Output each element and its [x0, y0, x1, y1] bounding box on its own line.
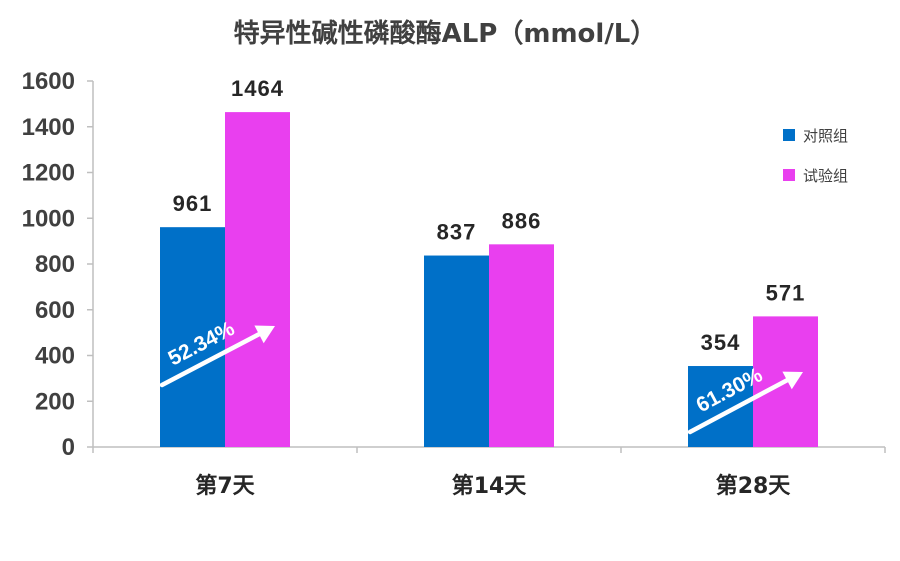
- data-label: 961: [173, 191, 213, 216]
- data-labels: 961 1464 837 886 354 571: [173, 76, 806, 355]
- x-tick-label: 第7天: [195, 473, 255, 499]
- legend-swatch: [783, 169, 795, 181]
- bar: [424, 255, 489, 447]
- y-tick-label: 1200: [22, 160, 75, 187]
- data-label: 571: [766, 280, 806, 305]
- data-label: 1464: [231, 76, 284, 101]
- y-tick-label: 800: [35, 251, 75, 278]
- bar: [225, 112, 290, 448]
- y-tick-label: 600: [35, 297, 75, 324]
- data-label: 886: [502, 208, 542, 233]
- y-tick-label: 1000: [22, 205, 75, 232]
- y-tick-label: 0: [62, 434, 75, 461]
- x-tick-label: 第14天: [452, 473, 528, 499]
- y-tick-label: 1600: [22, 68, 75, 95]
- chart-axes: 0 200 400 600 800 1000 1200 1400 1600 第7天 第14天 第28天: [22, 68, 886, 499]
- arrow-up-right-icon: [159, 325, 275, 388]
- bar: [160, 227, 225, 447]
- x-tick-label: 第28天: [716, 473, 792, 499]
- data-label: 354: [701, 330, 741, 355]
- legend-label: 试验组: [803, 167, 848, 185]
- arrow-up-right-icon: [687, 371, 803, 435]
- chart-bars: [160, 112, 818, 448]
- legend-swatch: [783, 129, 795, 141]
- arrow-head: [254, 325, 275, 344]
- data-label: 837: [437, 220, 477, 245]
- arrow-shaft: [687, 373, 798, 435]
- arrow-shaft: [159, 327, 270, 388]
- y-tick-label: 400: [35, 343, 75, 370]
- bar: [489, 244, 554, 447]
- y-tick-label: 1400: [22, 114, 75, 141]
- arrow-head: [782, 371, 803, 390]
- chart-title: 特异性碱性磷酸酶ALP（mmol/L）: [234, 18, 657, 49]
- y-tick-label: 200: [35, 388, 75, 415]
- legend-label: 对照组: [803, 127, 848, 145]
